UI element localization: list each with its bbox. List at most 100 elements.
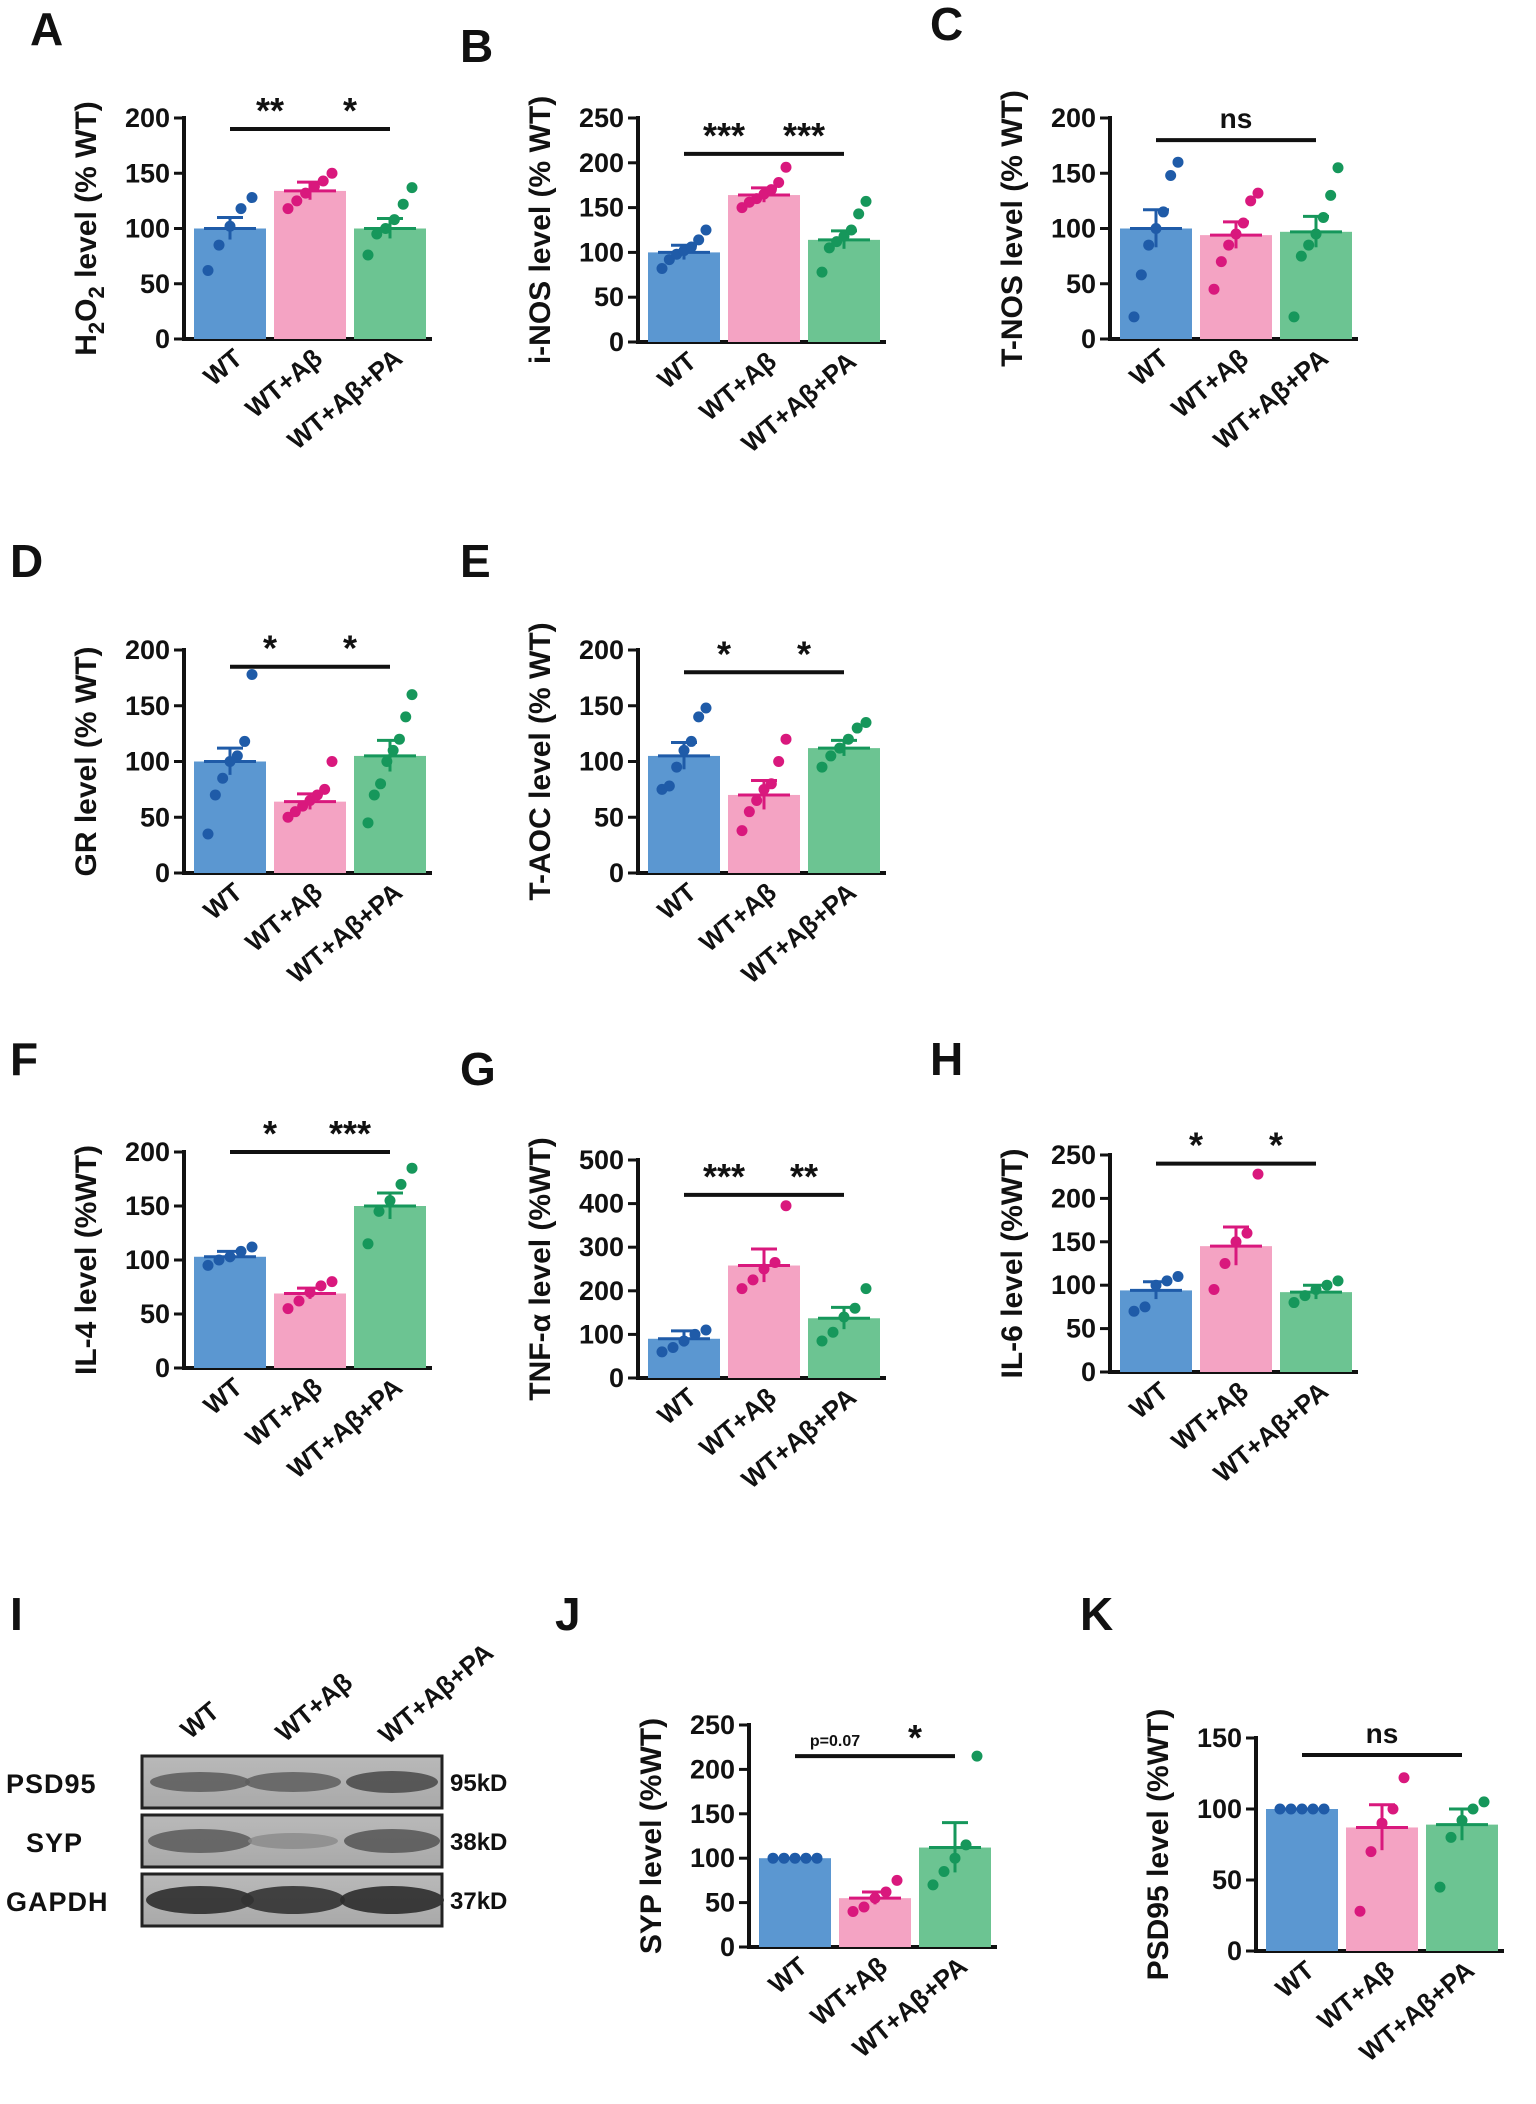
- data-point: [1310, 228, 1322, 240]
- data-point: [1215, 256, 1227, 268]
- data-point: [780, 733, 792, 745]
- blot-band: [245, 1772, 341, 1792]
- y-tick-label: 300: [579, 1232, 624, 1262]
- data-point: [693, 711, 705, 723]
- data-point: [1398, 1772, 1410, 1784]
- panel-letter-C: C: [930, 0, 963, 50]
- y-tick-label: 50: [140, 802, 170, 832]
- y-tick-label: 250: [579, 103, 624, 133]
- y-tick-label: 100: [125, 214, 170, 244]
- y-tick-label: 400: [579, 1189, 624, 1219]
- panel-letter-K: K: [1080, 1588, 1113, 1640]
- data-point: [381, 756, 393, 767]
- data-point: [827, 1326, 839, 1338]
- significance-label: ***: [703, 1156, 745, 1197]
- data-point: [847, 1905, 859, 1917]
- data-point: [671, 761, 683, 773]
- data-point: [1332, 162, 1344, 174]
- data-point: [1128, 311, 1140, 323]
- data-point: [209, 789, 221, 801]
- data-point: [202, 828, 214, 840]
- y-axis-label: GR level (% WT): [70, 646, 103, 876]
- data-point: [838, 230, 850, 242]
- data-point: [789, 1852, 801, 1864]
- data-point: [858, 1901, 870, 1913]
- y-tick-label: 250: [690, 1710, 735, 1740]
- data-point: [1467, 1803, 1479, 1815]
- data-point: [743, 806, 755, 818]
- data-point: [1285, 1803, 1297, 1815]
- y-axis-label: IL-6 level (%WT): [996, 1148, 1029, 1378]
- data-point: [1165, 169, 1177, 181]
- data-point: [769, 1256, 781, 1268]
- y-tick-label: 100: [125, 747, 170, 777]
- y-tick-label: 150: [579, 691, 624, 721]
- bar-WT+Aβ: [839, 1898, 911, 1947]
- data-point: [1354, 1905, 1366, 1917]
- data-point: [326, 756, 338, 767]
- blot-size-label: 38kD: [450, 1829, 507, 1856]
- data-point: [1434, 1881, 1446, 1893]
- x-category-label: WT: [763, 1951, 813, 2000]
- data-point: [387, 744, 399, 756]
- y-tick-label: 200: [579, 148, 624, 178]
- panel-letter-H: H: [930, 1033, 963, 1085]
- data-point: [1241, 1227, 1253, 1239]
- data-point: [384, 1195, 396, 1207]
- data-point: [693, 234, 705, 246]
- data-point: [291, 195, 303, 207]
- bar-WT: [1120, 1290, 1192, 1372]
- data-point: [1230, 228, 1242, 240]
- data-point: [406, 1162, 418, 1174]
- y-tick-label: 150: [690, 1799, 735, 1829]
- data-point: [406, 689, 418, 701]
- y-tick-label: 50: [1066, 269, 1096, 299]
- data-point: [1317, 211, 1329, 223]
- bar-WT: [648, 755, 720, 873]
- significance-label: *: [343, 90, 357, 131]
- data-point: [823, 242, 835, 254]
- data-point: [685, 241, 697, 253]
- data-point: [213, 1254, 225, 1266]
- data-point: [246, 669, 258, 681]
- data-point: [971, 1750, 983, 1762]
- x-category-label: WT: [652, 346, 702, 395]
- data-point: [1303, 239, 1315, 251]
- data-point: [1230, 1236, 1242, 1248]
- bar-WT: [194, 228, 266, 339]
- y-tick-label: 150: [1051, 1227, 1096, 1257]
- blot-size-label: 95kD: [450, 1770, 507, 1797]
- data-point: [678, 1335, 690, 1347]
- data-point: [778, 1852, 790, 1864]
- data-point: [308, 181, 320, 193]
- data-point: [202, 1259, 214, 1271]
- y-tick-label: 50: [1212, 1865, 1242, 1895]
- data-point: [1150, 1279, 1162, 1291]
- data-point: [1161, 1275, 1173, 1287]
- data-point: [773, 177, 785, 189]
- y-axis-label-part: level (% WT): [70, 101, 103, 286]
- data-point: [747, 1274, 759, 1286]
- data-point: [1252, 1168, 1264, 1180]
- data-point: [368, 789, 380, 801]
- blot-row-psd95: PSD95 95kD: [6, 1754, 507, 1810]
- panel-letter-B: B: [460, 20, 493, 72]
- data-point: [246, 192, 258, 204]
- bar-WT+Aβ+PA: [354, 755, 426, 873]
- significance-label: p=0.07: [810, 1733, 860, 1750]
- y-tick-label: 150: [125, 158, 170, 188]
- significance-label: *: [343, 628, 357, 669]
- data-point: [1172, 156, 1184, 168]
- data-point: [362, 1238, 374, 1250]
- blot-protein-label: PSD95: [6, 1769, 97, 1799]
- data-point: [816, 1335, 828, 1347]
- data-point: [1252, 187, 1264, 199]
- data-point: [1321, 1279, 1333, 1291]
- data-point: [1332, 1275, 1344, 1287]
- x-category-label: WT: [198, 877, 248, 926]
- data-point: [1445, 1831, 1457, 1843]
